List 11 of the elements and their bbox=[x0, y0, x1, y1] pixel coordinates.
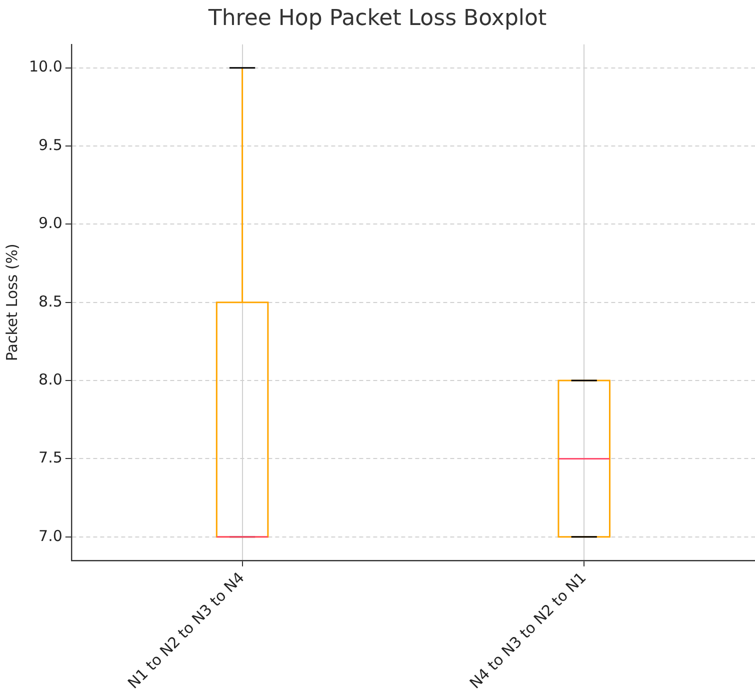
y-tick-label: 10.0 bbox=[28, 58, 62, 76]
x-tick-label: N1 to N2 to N3 to N4 bbox=[124, 568, 248, 692]
x-tick-label: N4 to N3 to N2 to N1 bbox=[466, 568, 590, 692]
y-tick-label: 8.0 bbox=[38, 370, 62, 388]
y-tick-label: 7.5 bbox=[38, 448, 62, 467]
y-tick-label: 9.0 bbox=[38, 214, 62, 232]
y-tick-label: 9.5 bbox=[38, 136, 62, 154]
y-tick-label: 8.5 bbox=[38, 292, 62, 310]
y-tick-label: 7.0 bbox=[38, 526, 62, 545]
y-axis-title: Packet Loss (%) bbox=[2, 244, 21, 362]
chart-title: Three Hop Packet Loss Boxplot bbox=[207, 6, 547, 31]
